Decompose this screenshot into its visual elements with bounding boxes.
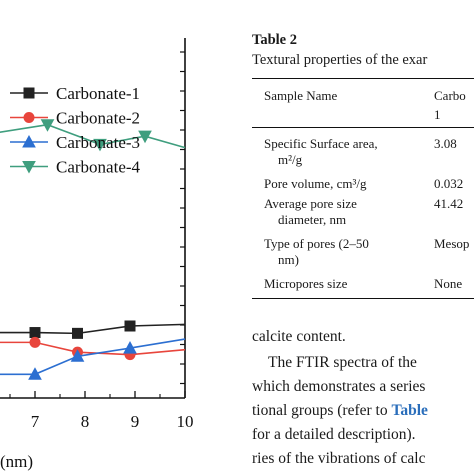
series-layer: [0, 119, 186, 380]
series-carbonate-1: [0, 320, 186, 339]
data-point: [40, 119, 55, 132]
legend-label: Carbonate-3: [56, 133, 140, 152]
row-label-pore-type: Type of pores (2–50 nm): [264, 236, 369, 267]
row-label-micropores: Micropores size: [264, 276, 348, 291]
body-text-line: which demonstrates a series: [252, 378, 426, 395]
body-text-line: for a detailed description).: [252, 426, 416, 443]
table-title: Table 2: [252, 32, 297, 48]
body-text-line: ries of the vibrations of calc: [252, 450, 426, 467]
series-carbonate-4: [0, 119, 186, 152]
body-text-line: calcite content.: [252, 328, 346, 345]
x-tick-label: 9: [131, 412, 140, 431]
series-line: [0, 338, 186, 376]
legend-entry: Carbonate-3: [10, 133, 140, 152]
row-value-pore-size: 41.42: [434, 196, 464, 211]
legend-entry: Carbonate-2: [10, 109, 140, 128]
data-point: [28, 367, 42, 380]
row-label-pore-size: Average pore size diameter, nm: [264, 196, 357, 227]
data-point: [138, 130, 152, 144]
plot-frame: [0, 38, 186, 399]
row-value-pore-type: Mesop: [434, 236, 470, 251]
chart-legend: Carbonate-1 Carbonate-2 Carbonate-3 Carbona…: [10, 84, 141, 177]
row-value-micropores: None: [434, 276, 463, 291]
legend-label: Carbonate-4: [56, 158, 141, 177]
legend-label: Carbonate-2: [56, 109, 140, 128]
table-reference-link[interactable]: Table: [391, 402, 428, 419]
legend-entry: Carbonate-1: [10, 84, 140, 103]
series-carbonate-2: [0, 336, 186, 361]
legend-marker: [22, 161, 36, 174]
data-point: [93, 138, 107, 152]
header-carbonate: Carbo: [434, 88, 466, 103]
data-point: [124, 320, 136, 332]
legend-marker: [22, 134, 36, 148]
row-label-pore-volume: Pore volume, cm³/g: [264, 176, 367, 191]
data-point: [29, 336, 41, 348]
series-line: [0, 323, 186, 335]
legend-marker: [23, 87, 35, 99]
row-label-surface-area: Specific Surface area, m²/g: [264, 136, 378, 167]
data-point: [29, 327, 41, 339]
data-point: [123, 341, 137, 354]
x-tick-label: 7: [31, 412, 40, 431]
header-sample-name: Sample Name: [264, 88, 338, 103]
table-header-rule: [252, 127, 474, 128]
x-axis-label: (nm): [0, 452, 33, 471]
x-tick-label: 10: [177, 412, 194, 431]
table-bottom-rule: [252, 298, 474, 299]
row-value-pore-volume: 0.032: [434, 176, 464, 191]
legend-label: Carbonate-1: [56, 84, 140, 103]
legend-marker: [23, 112, 35, 123]
body-text-line: tional groups (refer to Table: [252, 402, 428, 419]
series-carbonate-3: [0, 338, 186, 380]
data-point: [70, 349, 85, 362]
legend-entry: Carbonate-4: [10, 158, 141, 177]
header-carbonate-number: 1: [434, 107, 441, 122]
body-text-line: The FTIR spectra of the: [268, 354, 417, 371]
table-top-rule: [252, 78, 474, 79]
x-tick-label: 8: [81, 412, 90, 431]
table-caption: Textural properties of the exar: [252, 52, 428, 68]
x-axis-ticks: 7 8 9 10: [9, 391, 194, 431]
row-value-surface-area: 3.08: [434, 136, 457, 151]
data-point: [72, 327, 83, 339]
